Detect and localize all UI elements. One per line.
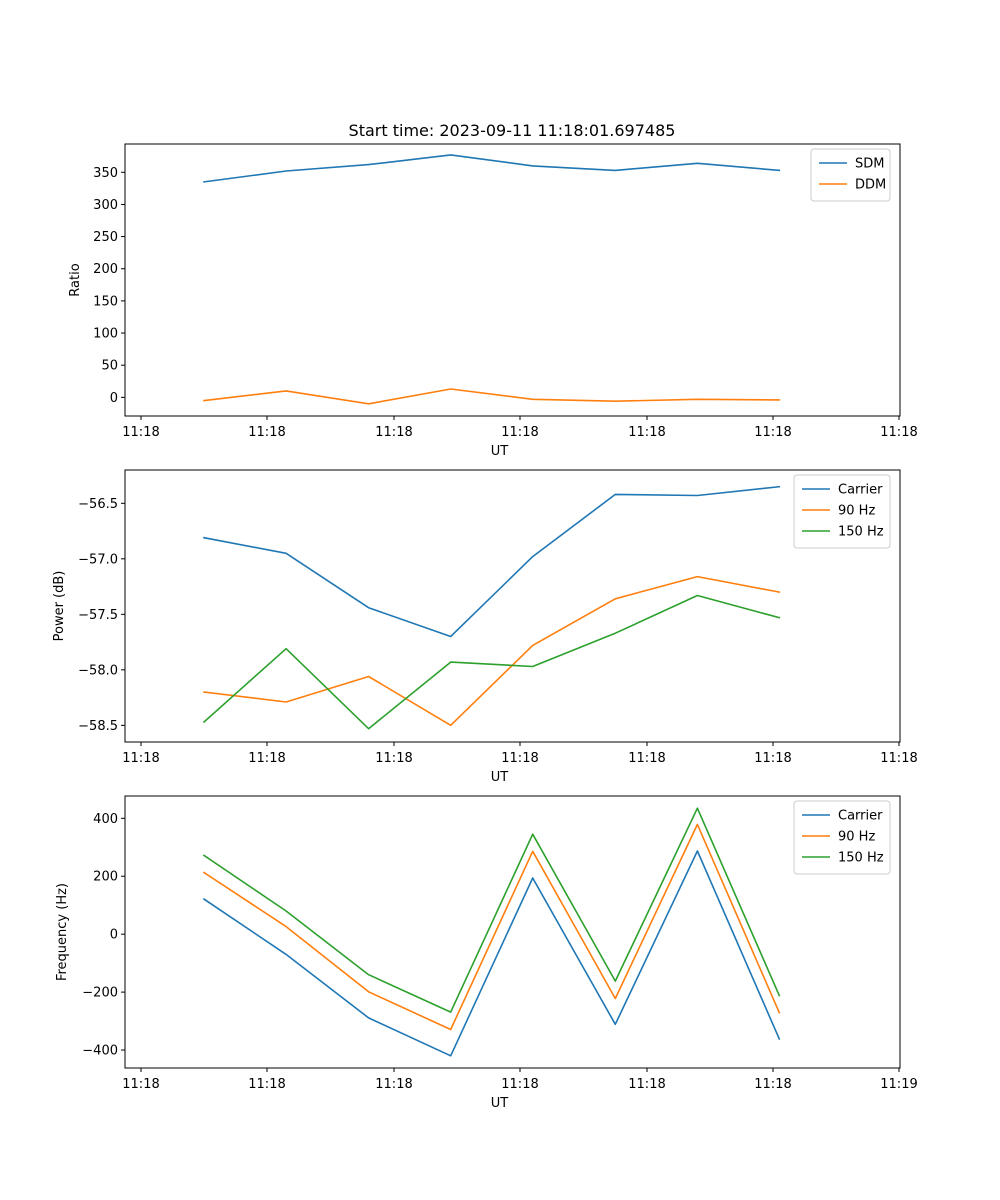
- power-legend: Carrier 90 Hz 150 Hz: [793, 474, 891, 549]
- frequency-xtick-label: 11:18: [501, 1077, 538, 1092]
- power-series-90-hz: [203, 575, 781, 727]
- frequency-legend-label-150-hz: 150 Hz: [838, 851, 884, 866]
- power-ytick-label: −58.5: [78, 719, 118, 734]
- frequency-xlabel: UT: [491, 1096, 509, 1111]
- frequency-ytick-label: 400: [93, 812, 118, 827]
- frequency-xtick-label: 11:18: [628, 1077, 665, 1092]
- power-axes-frame: [124, 469, 901, 743]
- power-legend-label-carrier: Carrier: [838, 483, 883, 498]
- power-xtick-label: 11:18: [501, 751, 538, 766]
- ratio-legend-label-sdm: SDM: [855, 157, 884, 172]
- power-xtick-label: 11:18: [122, 751, 159, 766]
- frequency-ytick-label: −400: [82, 1044, 118, 1059]
- ratio-xtick-label: 11:18: [880, 425, 917, 440]
- frequency-axes-frame: [124, 795, 901, 1069]
- power-series-150-hz: [202, 594, 781, 730]
- ratio-xlabel: UT: [491, 444, 509, 459]
- ratio-ytick-label: 100: [93, 327, 118, 342]
- frequency-xtick-label: 11:18: [122, 1077, 159, 1092]
- ratio-ytick-label: 200: [93, 262, 118, 277]
- power-series-carrier: [203, 485, 781, 638]
- frequency-ytick-label: 0: [110, 928, 118, 943]
- frequency-xtick-label: 11:19: [880, 1077, 917, 1092]
- ratio-legend-box: [810, 148, 891, 202]
- ratio-xtick-label: 11:18: [628, 425, 665, 440]
- ratio-ytick-label: 50: [101, 359, 118, 374]
- frequency-series-90-hz: [202, 823, 781, 1031]
- ratio-ytick-label: 250: [93, 230, 118, 245]
- power-xtick-label: 11:18: [375, 751, 412, 766]
- power-xtick-label: 11:18: [628, 751, 665, 766]
- frequency-panel: −400 −200 0 200 400 11:18 11:18 11:18 11:18 11:18…: [55, 795, 918, 1111]
- frequency-ytick-label: −200: [82, 986, 118, 1001]
- power-xtick-label: 11:18: [248, 751, 285, 766]
- ratio-ytick-label: 350: [93, 166, 118, 181]
- power-xtick-label: 11:18: [754, 751, 791, 766]
- power-ytick-label: −57.5: [78, 608, 118, 623]
- ratio-xtick-label: 11:18: [122, 425, 159, 440]
- ratio-legend-label-ddm: DDM: [855, 178, 886, 193]
- ratio-series-sdm: [203, 154, 781, 183]
- ratio-ytick-label: 300: [93, 198, 118, 213]
- power-xlabel: UT: [491, 770, 509, 785]
- frequency-ytick-label: 200: [93, 870, 118, 885]
- power-ytick-label: −57.0: [78, 552, 118, 567]
- ratio-xtick-label: 11:18: [248, 425, 285, 440]
- ratio-ytick-label: 0: [110, 391, 118, 406]
- frequency-ylabel: Frequency (Hz): [55, 883, 70, 981]
- ratio-xtick-label: 11:18: [754, 425, 791, 440]
- frequency-series-150-hz: [202, 807, 781, 1013]
- ratio-panel: 0 50 100 150 200 250 300 350 11:18 11:18 11:18 11:1…: [68, 143, 918, 459]
- ratio-legend: SDM DDM: [810, 148, 891, 202]
- power-legend-label-150-hz: 150 Hz: [838, 525, 884, 540]
- frequency-legend-box: [793, 800, 891, 875]
- ratio-ytick-label: 150: [93, 294, 118, 309]
- frequency-xtick-label: 11:18: [248, 1077, 285, 1092]
- chart-title: Start time: 2023-09-11 11:18:01.697485: [349, 121, 676, 140]
- ratio-ylabel: Ratio: [68, 263, 83, 296]
- power-ytick-label: −58.0: [78, 663, 118, 678]
- ratio-xtick-label: 11:18: [501, 425, 538, 440]
- frequency-legend-label-carrier: Carrier: [838, 809, 883, 824]
- frequency-legend-label-90-hz: 90 Hz: [838, 830, 875, 845]
- ratio-xtick-label: 11:18: [375, 425, 412, 440]
- power-ytick-label: −56.5: [78, 497, 118, 512]
- power-panel: −58.5 −58.0 −57.5 −57.0 −56.5 11:18 11:18 11:18…: [52, 469, 918, 785]
- power-xtick-label: 11:18: [880, 751, 917, 766]
- frequency-xtick-label: 11:18: [754, 1077, 791, 1092]
- power-legend-box: [793, 474, 891, 549]
- frequency-series-carrier: [202, 850, 781, 1057]
- power-ylabel: Power (dB): [52, 571, 67, 642]
- frequency-legend: Carrier 90 Hz 150 Hz: [793, 800, 891, 875]
- ratio-series-ddm: [203, 388, 781, 405]
- ratio-axes-frame: [124, 143, 901, 417]
- power-legend-label-90-hz: 90 Hz: [838, 504, 875, 519]
- frequency-xtick-label: 11:18: [375, 1077, 412, 1092]
